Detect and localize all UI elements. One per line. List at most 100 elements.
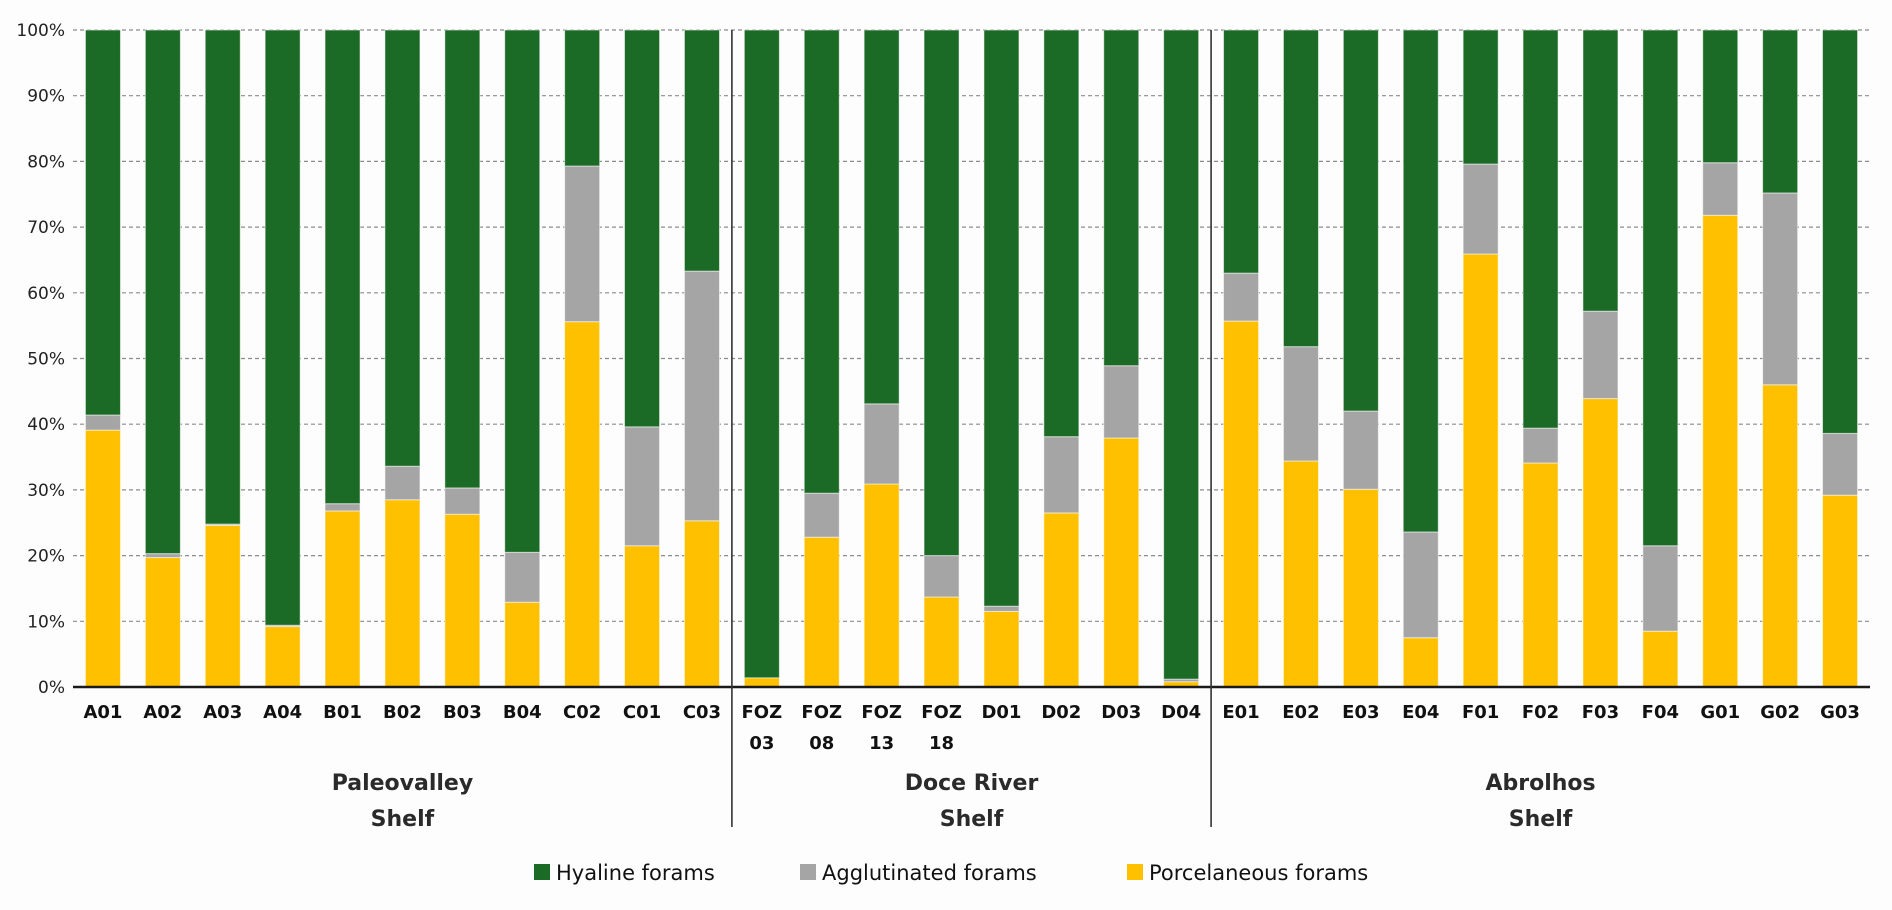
bar-segment-porcelaneous xyxy=(144,557,181,688)
x-tick-label: E03 xyxy=(1342,702,1379,723)
bar-segment-hyaline xyxy=(144,29,181,555)
bar-segment-agglutinated xyxy=(84,414,121,431)
group-label-paleovalley: Paleovalley Shelf xyxy=(332,771,474,832)
bar-segment-porcelaneous xyxy=(683,520,720,688)
bar-stack-e01 xyxy=(1223,29,1260,688)
bar-stack-g02 xyxy=(1762,29,1799,688)
x-tick-label: D01 xyxy=(981,702,1021,723)
bar-segment-porcelaneous xyxy=(444,513,481,688)
x-tick-label: F02 xyxy=(1522,702,1559,723)
bar-segment-agglutinated xyxy=(624,426,661,547)
y-tick-label: 0% xyxy=(38,678,65,698)
bar-stack-c02 xyxy=(564,29,601,688)
bar-segment-hyaline xyxy=(683,29,720,272)
bar-segment-agglutinated xyxy=(1043,436,1080,514)
bar-segment-porcelaneous xyxy=(624,545,661,688)
x-tick-label: B04 xyxy=(503,702,542,723)
y-tick-label: 60% xyxy=(27,284,65,304)
bar-segment-hyaline xyxy=(624,29,661,428)
bar-segment-porcelaneous xyxy=(1642,630,1679,688)
bar-segment-agglutinated xyxy=(923,555,960,598)
bar-segment-porcelaneous xyxy=(803,536,840,688)
x-tick-label: C02 xyxy=(563,702,601,723)
bar-stack-d03 xyxy=(1103,29,1140,688)
gridlines xyxy=(73,29,1870,622)
bar-segment-agglutinated xyxy=(444,487,481,515)
bar-segment-hyaline xyxy=(324,29,361,505)
bar-segment-agglutinated xyxy=(324,503,361,512)
bar-segment-hyaline xyxy=(204,29,241,525)
bar-stack-f04 xyxy=(1642,29,1679,688)
bar-segment-hyaline xyxy=(1822,29,1859,434)
x-tick-label: A04 xyxy=(263,702,302,723)
bar-segment-porcelaneous xyxy=(1822,494,1859,688)
x-tick-label: F01 xyxy=(1462,702,1499,723)
bar-segment-porcelaneous xyxy=(1103,437,1140,688)
bar-segment-agglutinated xyxy=(1642,545,1679,632)
bar-stack-g03 xyxy=(1822,29,1859,688)
bar-segment-agglutinated xyxy=(1402,531,1439,639)
bar-segment-hyaline xyxy=(1163,29,1200,680)
bar-segment-hyaline xyxy=(1223,29,1260,274)
bar-segment-agglutinated xyxy=(384,465,421,501)
bar-stack-e02 xyxy=(1282,29,1319,688)
y-tick-label: 20% xyxy=(27,547,65,567)
x-tick-label: E02 xyxy=(1282,702,1319,723)
bar-segment-hyaline xyxy=(1103,29,1140,367)
bar-stack-f02 xyxy=(1522,29,1559,688)
bar-stack-b02 xyxy=(384,29,421,688)
legend-label: Porcelaneous forams xyxy=(1149,861,1368,885)
bar-segment-hyaline xyxy=(1522,29,1559,429)
bar-segment-hyaline xyxy=(1402,29,1439,533)
x-tick-label: D04 xyxy=(1161,702,1201,723)
bar-stack-d04 xyxy=(1163,29,1200,688)
bar-segment-porcelaneous xyxy=(863,483,900,688)
x-tick-label: B01 xyxy=(323,702,362,723)
x-tick-label: G01 xyxy=(1700,702,1740,723)
bar-segment-agglutinated xyxy=(983,605,1020,612)
y-tick-label: 90% xyxy=(27,87,65,107)
x-tick-label: E04 xyxy=(1402,702,1439,723)
bar-stack-b03 xyxy=(444,29,481,688)
bar-segment-hyaline xyxy=(923,29,960,557)
bar-segment-agglutinated xyxy=(683,270,720,522)
legend: Hyaline forams Agglutinated forams Porcela… xyxy=(534,861,1368,885)
bar-segment-hyaline xyxy=(1342,29,1379,412)
bar-stack-a02 xyxy=(144,29,181,688)
bar-segment-agglutinated xyxy=(1462,163,1499,255)
y-tick-label: 100% xyxy=(16,21,65,41)
x-tick-label: A03 xyxy=(203,702,242,723)
bar-segment-hyaline xyxy=(504,29,541,553)
legend-label: Agglutinated forams xyxy=(822,861,1037,885)
bar-segment-agglutinated xyxy=(1702,162,1739,216)
x-axis-ticks: A01 A02 A03 A04 B01 B02 B03 B04 C02 C01 C03 FOZ 03 FO… xyxy=(83,702,1860,754)
bar-stack-foz08 xyxy=(803,29,840,688)
bar-segment-porcelaneous xyxy=(1462,253,1499,688)
legend-item-agglutinated: Agglutinated forams xyxy=(800,861,1037,885)
bar-segment-porcelaneous xyxy=(264,626,301,688)
bar-stack-foz13 xyxy=(863,29,900,688)
x-tick-label: A01 xyxy=(83,702,122,723)
bar-segment-agglutinated xyxy=(1762,192,1799,386)
bar-segment-agglutinated xyxy=(1822,432,1859,496)
bar-segment-hyaline xyxy=(1282,29,1319,348)
legend-item-porcelaneous: Porcelaneous forams xyxy=(1127,861,1368,885)
x-tick-label: FOZ 08 xyxy=(801,702,842,754)
legend-swatch xyxy=(800,864,816,880)
bar-segment-porcelaneous xyxy=(1223,320,1260,688)
bar-segment-porcelaneous xyxy=(1522,462,1559,688)
bar-segment-hyaline xyxy=(1043,29,1080,438)
x-tick-label: D02 xyxy=(1041,702,1081,723)
bar-stack-a04 xyxy=(264,29,301,688)
bar-segment-hyaline xyxy=(84,29,121,416)
bar-segment-agglutinated xyxy=(1582,310,1619,400)
y-tick-label: 30% xyxy=(27,481,65,501)
bar-stack-c01 xyxy=(624,29,661,688)
bar-segment-porcelaneous xyxy=(564,321,601,688)
bar-segment-hyaline xyxy=(983,29,1020,607)
bar-stack-f03 xyxy=(1582,29,1619,688)
bar-segment-porcelaneous xyxy=(1282,460,1319,688)
bar-segment-porcelaneous xyxy=(1402,637,1439,688)
bar-stack-d01 xyxy=(983,29,1020,688)
